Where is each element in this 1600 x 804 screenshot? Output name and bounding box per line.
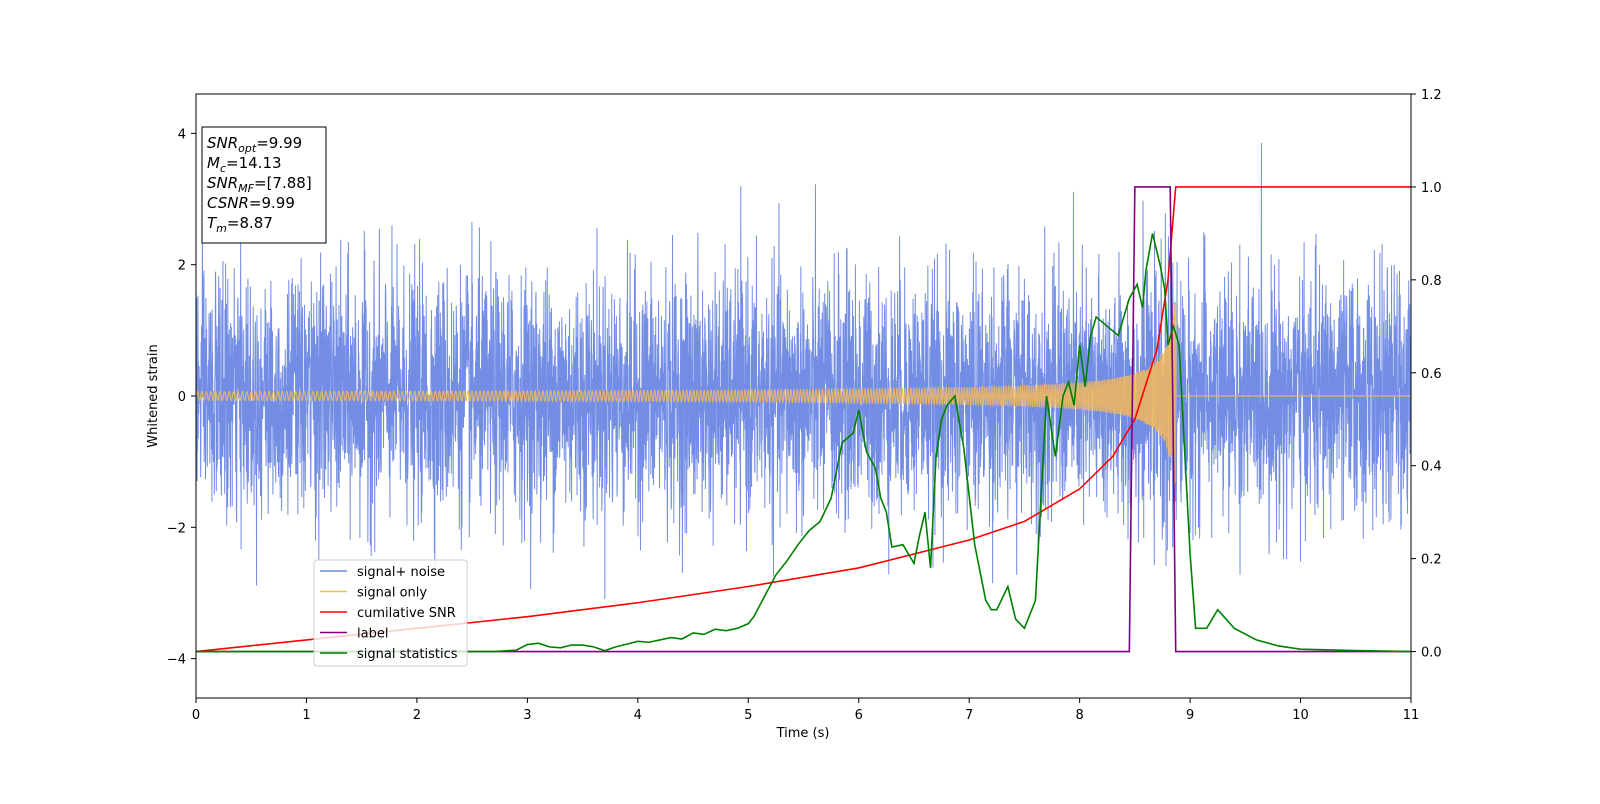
y-right-tick-label: 0.0 (1421, 646, 1442, 661)
y-right-tick-label: 0.4 (1421, 460, 1442, 475)
annotation-frame (201, 126, 327, 244)
annotation-line: Mc=14.13 (207, 154, 282, 175)
annotation-line: Tm=8.87 (207, 214, 273, 235)
legend-label: signal+ noise (357, 565, 445, 580)
legend-label: cumilative SNR (357, 606, 456, 621)
annotation-subscript: opt (238, 142, 257, 155)
y-left-tick-label: 4 (178, 127, 186, 142)
axes-layer: 0 1 2 3 4 5 6 7 8 9 10 11 −4 −2 0 2 4 0.0 0.2 0.4 0.6 0.8 1.0 1… (167, 88, 1442, 723)
legend: signal+ noise signal only cumilative SNR la… (313, 559, 468, 667)
y-right-tick-label: 0.2 (1421, 553, 1442, 568)
annotation-line: SNRMF=[7.88] (207, 174, 312, 195)
series-line-label (196, 186, 1411, 653)
annotation-value: =8.87 (227, 214, 273, 232)
annotation-var: M (207, 154, 220, 172)
x-tick-label: 3 (523, 708, 531, 723)
signal-only-series-layer (196, 301, 1411, 484)
legend-label: label (357, 627, 388, 642)
annotation-value: =14.13 (226, 154, 282, 172)
x-tick-label: 0 (192, 708, 200, 723)
x-tick-label: 5 (744, 708, 752, 723)
x-tick-label: 4 (634, 708, 642, 723)
annotation-box: SNRopt=9.99Mc=14.13SNRMF=[7.88]CSNR=9.99… (201, 126, 327, 244)
y-axis-label: Whitened strain (146, 344, 161, 447)
annotation-value: =[7.88] (254, 174, 312, 192)
annotation-value: =9.99 (249, 194, 295, 212)
annotation-var: T (207, 214, 218, 232)
series-line-signal-statistics (196, 233, 1411, 653)
legend-label: signal statistics (357, 647, 458, 662)
x-tick-label: 11 (1403, 708, 1420, 723)
annotation-var: SNR (207, 174, 238, 192)
x-axis-label: Time (s) (776, 726, 830, 741)
annotation-var: CSNR (207, 194, 249, 212)
x-tick-label: 1 (302, 708, 310, 723)
noise-series-layer (196, 142, 1411, 600)
y-left-tick-label: −2 (167, 521, 186, 536)
annotation-subscript: c (220, 162, 226, 175)
annotation-subscript: m (216, 222, 227, 235)
y-right-tick-label: 1.0 (1421, 181, 1442, 196)
annotation-value: =9.99 (256, 134, 302, 152)
x-tick-label: 10 (1292, 708, 1309, 723)
y-left-tick-label: −4 (167, 653, 186, 668)
right-axis-series-layer (196, 186, 1411, 653)
y-right-tick-label: 0.8 (1421, 274, 1442, 289)
y-right-tick-label: 1.2 (1421, 88, 1442, 103)
annotation-var: SNR (207, 134, 238, 152)
y-left-tick-label: 2 (178, 259, 186, 274)
x-tick-label: 9 (1186, 708, 1194, 723)
y-left-tick-label: 0 (178, 390, 186, 405)
series-line-signal-noise (196, 142, 1411, 600)
annotation-line: SNRopt=9.99 (207, 134, 302, 155)
series-line-signal-only (196, 301, 1411, 484)
x-tick-label: 8 (1075, 708, 1083, 723)
x-tick-label: 2 (413, 708, 421, 723)
y-right-tick-label: 0.6 (1421, 367, 1442, 382)
legend-label: signal only (357, 586, 427, 601)
legend-frame (313, 559, 468, 667)
x-tick-label: 7 (965, 708, 973, 723)
x-tick-label: 6 (855, 708, 863, 723)
annotation-line: CSNR=9.99 (207, 194, 295, 212)
annotation-subscript: MF (238, 182, 254, 195)
